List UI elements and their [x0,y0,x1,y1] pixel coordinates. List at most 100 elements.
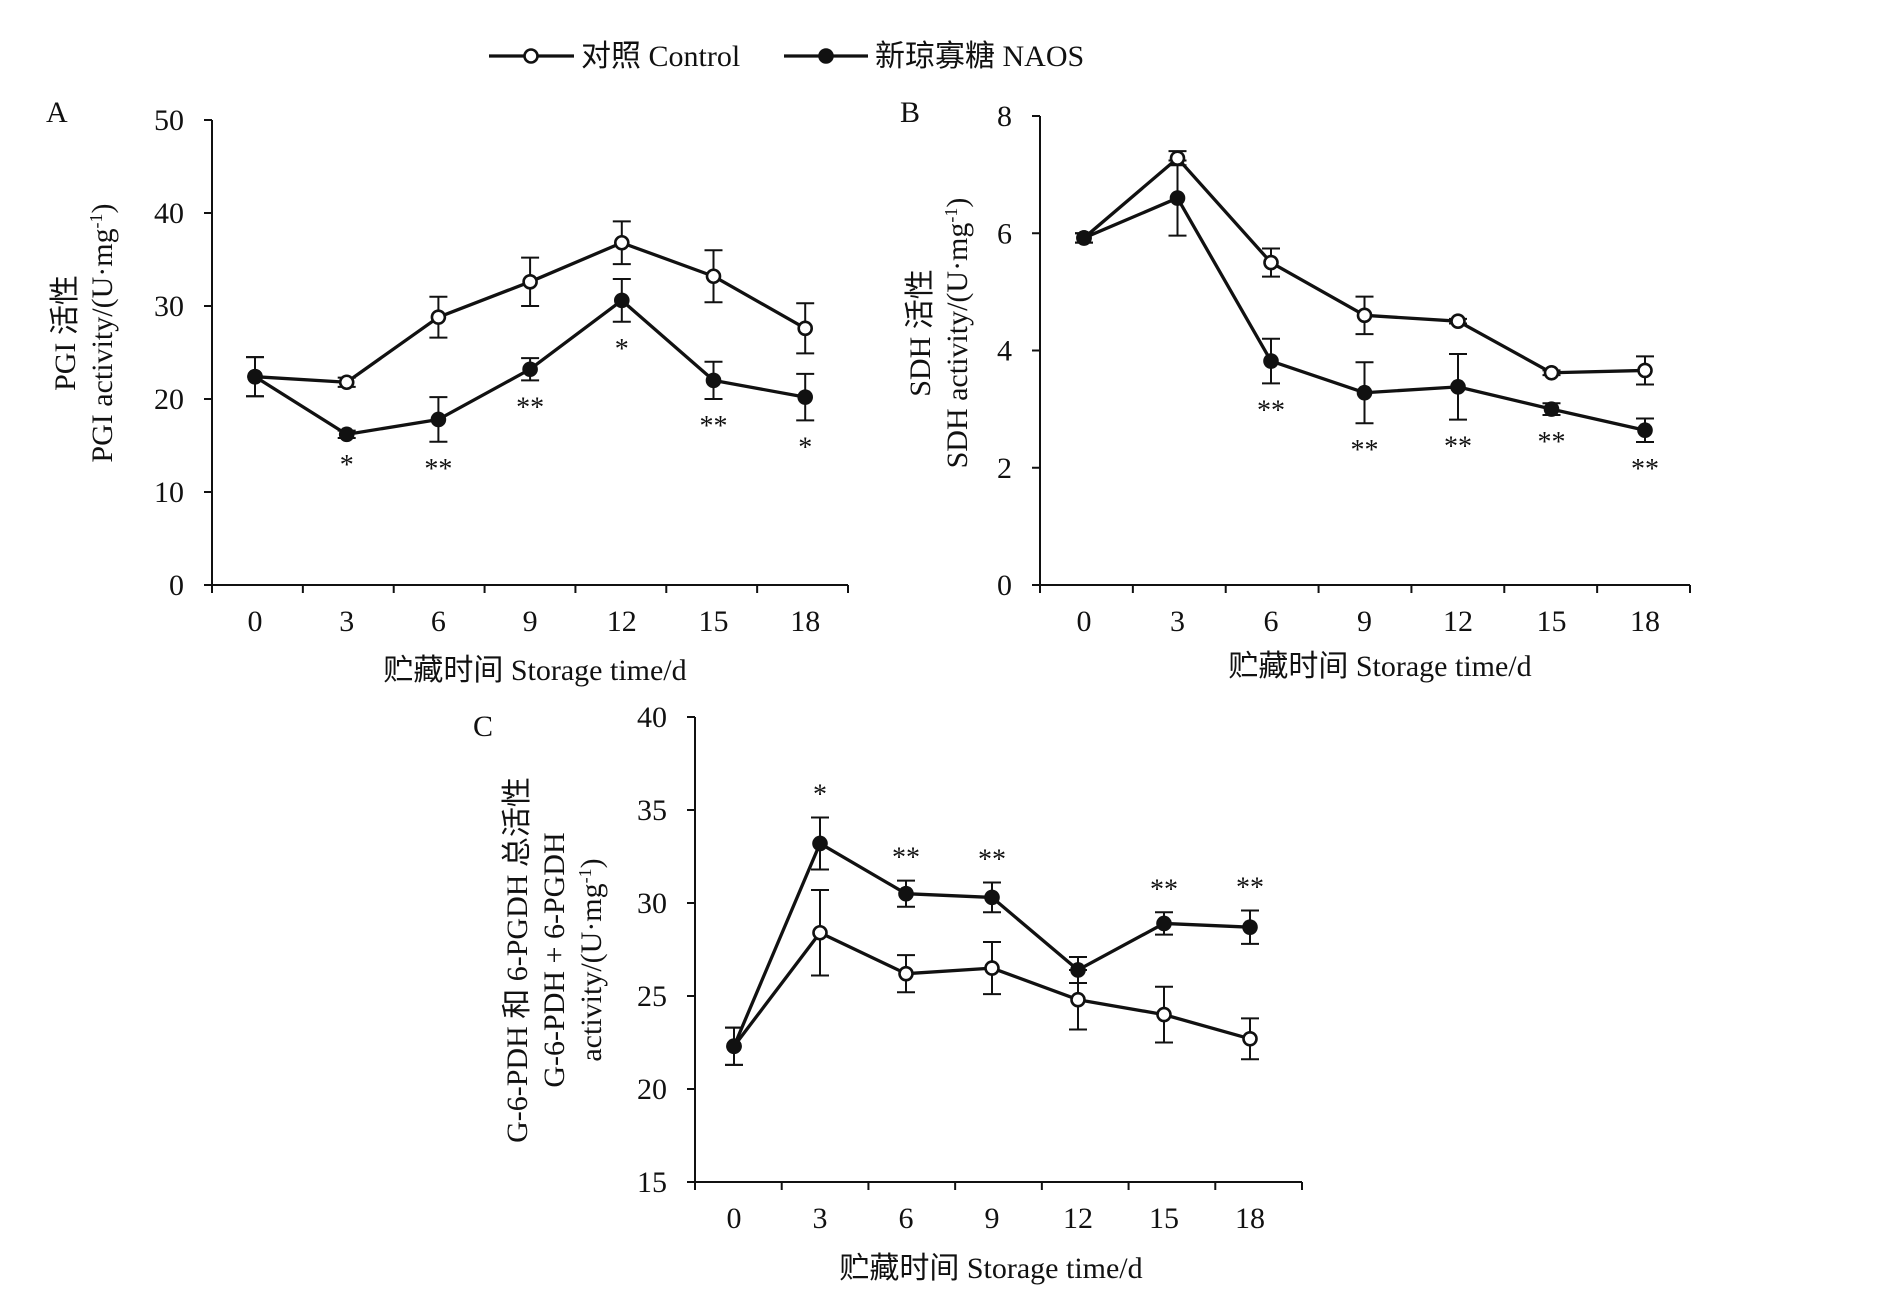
panel-b-naos-point [1356,384,1373,401]
panel-c-naos-point [984,889,1000,906]
panel-c-control-point [1242,1030,1258,1047]
panel-a-ylabel-line1: PGI 活性 [49,275,82,391]
panel-b-naos-point [1543,401,1560,417]
panel-c-significance-mark: ** [892,843,920,874]
panel-c-naos-point [1156,915,1172,932]
panel-a-significance-mark: * [340,450,354,481]
panel-a-x-tick-label: 9 [523,605,538,638]
panel-c-x-tick-label: 18 [1235,1202,1265,1235]
panel-a-significance-mark: ** [516,392,544,423]
panel-c-significance-mark: ** [978,845,1006,876]
panel-a-naos-point [614,292,630,309]
panel-b-x-tick-label: 15 [1537,605,1567,638]
panel-a-x-tick-label: 18 [790,605,820,638]
panel-a-x-tick-label: 0 [248,605,263,638]
panel-b-x-tick-label: 3 [1170,605,1185,638]
panel-b-y-tick-label: 0 [997,569,1012,602]
legend: 对照 Control 新琼寡糖 NAOS [489,40,1084,73]
panel-c-ylabel-line2: G-6-PDH + 6-PGDH [538,832,571,1087]
panel-b-control-point [1263,254,1279,271]
panel-c-x-tick-label: 9 [985,1202,1000,1235]
panel-b-ylabel: SDH 活性 SDH activity/(U·mg-1) [904,198,974,469]
panel-a-letter: A [46,96,68,129]
panel-a-y-tick-label: 0 [169,569,184,602]
panel-a-y-tick-label: 40 [154,197,184,230]
panel-c-x-tick-label: 12 [1063,1202,1093,1235]
panel-c-control-point [1070,991,1086,1008]
panel-b-y-tick-label: 8 [997,100,1012,133]
legend-naos-label: 新琼寡糖 NAOS [875,40,1084,73]
panel-b-ylabel-line1: SDH 活性 [904,269,937,397]
panel-c-xlabel: 贮藏时间 Storage time/d [839,1252,1142,1285]
panel-a-ylabel-line2: PGI activity/(U·mg-1) [86,203,119,462]
panel-a-x-tick-label: 12 [607,605,637,638]
panel-c-y-tick-label: 40 [637,701,667,734]
panel-a-ylabel: PGI 活性 PGI activity/(U·mg-1) [49,203,119,462]
panel-c-x-tick-label: 15 [1149,1202,1179,1235]
panel-a-xlabel: 贮藏时间 Storage time/d [383,654,686,687]
panel-c-ylabel-line3: activity/(U·mg-1) [575,858,608,1061]
panel-c-y-tick-label: 30 [637,887,667,920]
panel-b-significance-mark: ** [1444,432,1472,463]
panel-c-letter: C [473,710,493,743]
panel-a-y-tick-label: 30 [154,290,184,323]
panel-c-y-tick-label: 15 [637,1166,667,1199]
panel-b-naos-point [1263,353,1279,369]
panel-a-significance-mark: * [615,334,629,365]
panel-c-x-tick-label: 3 [813,1202,828,1235]
panel-a-significance-mark: ** [700,411,728,442]
panel-b-significance-mark: ** [1538,427,1566,458]
panel-b-naos-point [1076,230,1092,246]
panel-b-control-point [1169,150,1186,167]
panel-b-x-tick-label: 0 [1077,605,1092,638]
panel-b-control-point [1543,364,1560,381]
panel-c-y-tick-label: 20 [637,1073,667,1106]
panel-c-naos-point [812,835,828,852]
panel-b-y-tick-label: 6 [997,217,1012,250]
panel-b-x-tick-label: 12 [1443,605,1473,638]
panel-a-y-tick-label: 10 [154,476,184,509]
panel-b-significance-mark: ** [1351,435,1379,466]
panel-c-y-tick-label: 35 [637,794,667,827]
panel-c-significance-mark: * [813,779,827,810]
panel-c-ylabel: G-6-PDH 和 6-PGDH 总活性 G-6-PDH + 6-PGDH ac… [501,777,608,1143]
panel-c-naos-point [898,885,914,902]
panel-c-control-point [898,965,914,982]
panel-a-significance-mark: ** [424,454,452,485]
panel-c-naos-point [1070,962,1086,978]
panel-a-naos-point [338,426,355,443]
panel-a-naos-point [430,411,447,428]
panel-b-control-point [1356,307,1373,324]
panel-b-significance-mark: ** [1631,454,1659,485]
panel-c: C 15 20 25 30 35 40 0 3 6 9 12 15 18 G-6-PDH 和 6-PGD… [473,701,1303,1285]
panel-a-y-tick-label: 20 [154,383,184,416]
panel-a-naos-point [522,361,538,378]
panel-b-ylabel-line2: SDH activity/(U·mg-1) [941,198,974,469]
legend-control-label: 对照 Control [581,40,740,73]
panel-b-naos-point [1637,422,1653,439]
panel-a-control-point [522,274,538,290]
panel-a-naos-point [797,389,813,405]
panel-a: A 0 10 20 30 40 50 0 3 6 9 12 15 18 PGI 活性 PGI activ… [46,96,849,687]
panel-c-y-tick-label: 25 [637,980,667,1013]
panel-c-significance-mark: ** [1236,872,1264,903]
panel-b-x-tick-label: 6 [1264,605,1279,638]
panel-c-control-point [984,960,1000,976]
panel-b-control-point [1637,362,1653,379]
panel-b-axes: 0 2 4 6 8 0 3 6 9 12 15 18 [997,100,1691,638]
panel-b-control-point [1450,313,1466,329]
panel-c-x-tick-label: 6 [899,1202,914,1235]
panel-b-naos-point [1450,379,1466,395]
panel-c-x-tick-label: 0 [727,1202,742,1235]
panel-a-x-tick-label: 6 [431,605,446,638]
panel-a-x-tick-label: 15 [699,605,729,638]
panel-a-x-tick-label: 3 [339,605,354,638]
panel-b-control-line [1082,156,1646,375]
panel-c-significance-mark: ** [1150,874,1178,905]
panel-a-y-tick-label: 50 [154,104,184,137]
panel-b-significance-mark: ** [1257,395,1285,426]
panel-c-naos-point [1242,919,1258,935]
panel-a-control-point [338,374,355,391]
panel-c-control-point [812,924,828,941]
